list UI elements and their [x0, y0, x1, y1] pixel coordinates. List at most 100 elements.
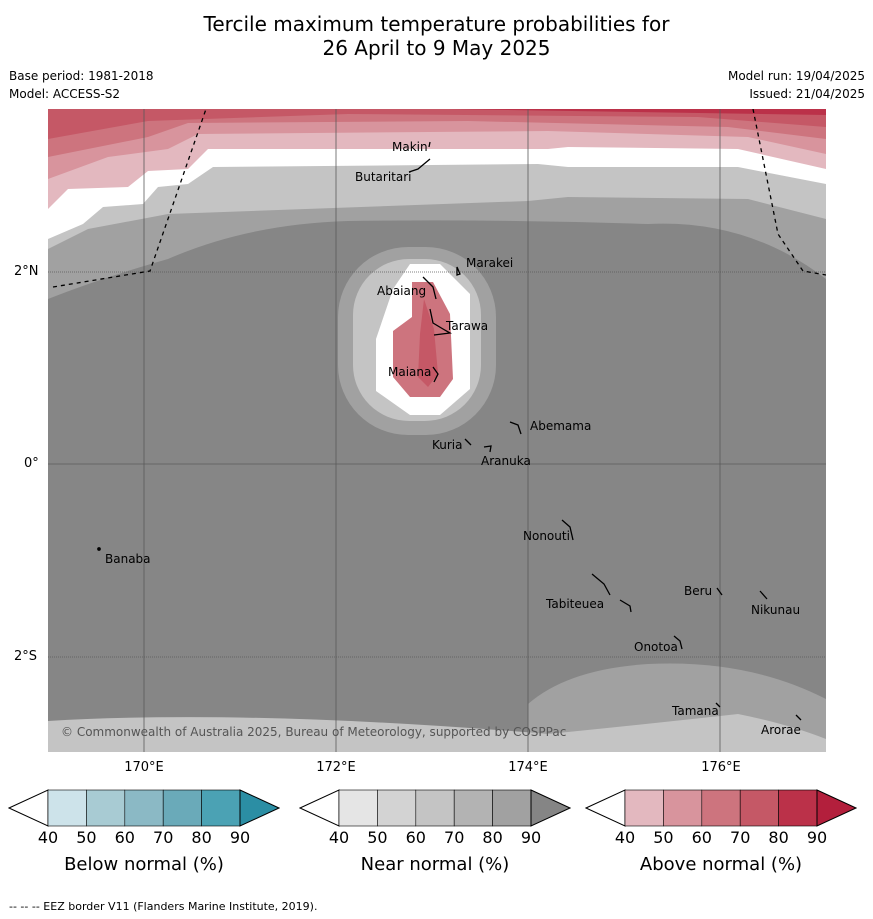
cbar-near-under — [299, 789, 340, 827]
island-abemama — [509, 421, 522, 435]
cbar-near-70-80 — [453, 789, 493, 827]
cbar-below-70-80 — [162, 789, 202, 827]
label-nikunau: Nikunau — [751, 603, 800, 617]
label-makin: Makin — [392, 140, 428, 154]
cbar-near-tick-40: 40 — [328, 828, 350, 847]
copyright-notice: © Commonwealth of Australia 2025, Bureau… — [61, 725, 566, 739]
cbar-above-tick-40: 40 — [614, 828, 636, 847]
island-nonouti — [561, 519, 574, 541]
lon-label-172e: 172°E — [316, 760, 356, 775]
cbar-above-under — [585, 789, 626, 827]
island-butaritari — [408, 158, 431, 173]
cbar-above-70-80 — [739, 789, 779, 827]
cbar-near-tick-60: 60 — [405, 828, 426, 847]
label-abaiang: Abaiang — [377, 284, 426, 298]
label-kuria: Kuria — [432, 438, 463, 452]
cbar-near-tick-50: 50 — [367, 828, 388, 847]
island-tarawa — [429, 308, 453, 336]
above-normal-60-70-band — [48, 109, 826, 157]
label-butaritari: Butaritari — [355, 170, 412, 184]
island-beru — [716, 587, 723, 596]
cbar-below-tick-60: 60 — [114, 828, 135, 847]
cbar-below-over — [239, 789, 280, 827]
place-labels: Makin Butaritari Marakei Abaiang Tarawa … — [105, 140, 801, 737]
cbar-above-80-90 — [778, 789, 818, 827]
cbar-below-under — [8, 789, 49, 827]
cbar-near-label: Near normal (%) — [360, 854, 510, 875]
above-normal-50-60-band — [48, 109, 826, 179]
label-beru: Beru — [684, 584, 712, 598]
colorbar-near-normal — [299, 789, 571, 827]
island-outlines — [97, 141, 802, 721]
island-banaba — [97, 547, 101, 551]
cbar-above-tick-50: 50 — [653, 828, 674, 847]
colorbar-below-normal — [8, 789, 280, 827]
island-makin — [428, 141, 431, 148]
map-title-line-1: Tercile maximum temperature probabilitie… — [203, 12, 670, 36]
island-onotoa — [673, 635, 683, 650]
eez-border-west — [52, 109, 207, 288]
label-tamana: Tamana — [671, 704, 719, 718]
above-normal-80-90-band — [48, 109, 826, 115]
island-marakei — [456, 266, 461, 276]
island-abaiang — [422, 276, 437, 300]
cbar-above-tick-80: 80 — [768, 828, 789, 847]
eez-footnote: -- -- -- EEZ border V11 (Flanders Marine… — [9, 900, 318, 913]
label-onotoa: Onotoa — [634, 640, 678, 654]
lon-label-176e: 176°E — [701, 760, 741, 775]
cbar-above-tick-70: 70 — [730, 828, 751, 847]
cbar-below-40-50 — [47, 789, 87, 827]
meta-right: Model run: 19/04/2025 Issued: 21/04/2025 — [728, 69, 865, 105]
cbar-below-label: Below normal (%) — [64, 854, 224, 875]
cbar-near-40-50 — [338, 789, 378, 827]
colorbar-above-normal — [585, 789, 857, 827]
cbar-near-over — [530, 789, 571, 827]
model-name: Model: ACCESS-S2 — [9, 87, 121, 101]
label-abemama: Abemama — [530, 419, 591, 433]
cbar-near-50-60 — [377, 789, 417, 827]
cbar-above-40-50 — [624, 789, 664, 827]
label-maiana: Maiana — [388, 365, 431, 379]
label-aranuka: Aranuka — [481, 454, 531, 468]
island-nikunau — [759, 590, 768, 600]
model-run: Model run: 19/04/2025 — [727, 69, 865, 83]
lat-label-equator: 0° — [24, 456, 39, 471]
near-normal-40-50-south — [48, 714, 826, 752]
cbar-above-50-60 — [663, 789, 703, 827]
above-normal-40-50-band — [48, 109, 826, 209]
cbar-above-tick-90: 90 — [806, 828, 828, 847]
probability-map: Makin Butaritari Marakei Abaiang Tarawa … — [48, 109, 826, 752]
island-tamana — [715, 702, 721, 708]
island-tabiteuea-north — [591, 573, 611, 596]
island-aranuka — [483, 445, 492, 453]
cbar-near-tick-80: 80 — [482, 828, 503, 847]
cbar-above-label: Above normal (%) — [639, 854, 803, 875]
label-arorae: Arorae — [761, 723, 801, 737]
cbar-below-tick-90: 90 — [229, 828, 251, 847]
lon-label-174e: 174°E — [508, 760, 548, 775]
meta-left: Base period: 1981-2018 Model: ACCESS-S2 — [9, 69, 154, 105]
cbar-near-80-90 — [492, 789, 532, 827]
cbar-below-50-60 — [86, 789, 126, 827]
lat-label-2n: 2°N — [14, 264, 39, 279]
label-banaba: Banaba — [105, 552, 151, 566]
island-maiana — [432, 366, 439, 383]
cbar-below-tick-40: 40 — [37, 828, 59, 847]
cbar-near-tick-70: 70 — [444, 828, 465, 847]
cbar-below-60-70 — [124, 789, 164, 827]
cbar-near-60-70 — [415, 789, 455, 827]
label-nonouti: Nonouti — [523, 529, 570, 543]
island-kuria — [464, 438, 472, 446]
island-tabiteuea-south — [619, 599, 632, 613]
cbar-above-tick-60: 60 — [691, 828, 712, 847]
lat-label-2s: 2°S — [14, 649, 38, 664]
cbar-below-80-90 — [201, 789, 241, 827]
cbar-below-tick-50: 50 — [76, 828, 97, 847]
issued-date: Issued: 21/04/2025 — [749, 87, 865, 101]
map-title: Tercile maximum temperature probabilitie… — [0, 12, 873, 60]
above-normal-70-80-band — [48, 109, 826, 139]
lon-label-170e: 170°E — [124, 760, 164, 775]
label-marakei: Marakei — [466, 256, 513, 270]
map-title-line-2: 26 April to 9 May 2025 — [322, 36, 551, 60]
cbar-below-tick-80: 80 — [191, 828, 212, 847]
